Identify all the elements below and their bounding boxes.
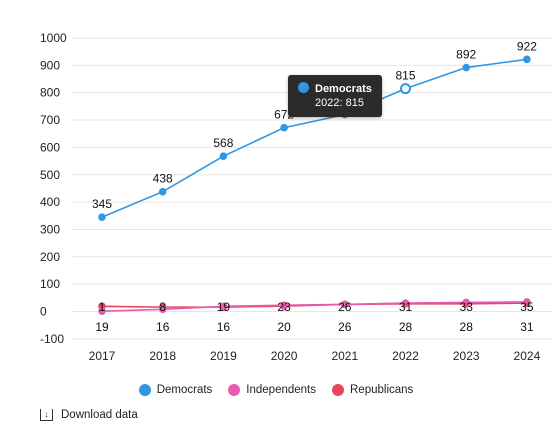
- legend-dot-independents: [228, 384, 241, 396]
- x-tick-label: 2018: [149, 349, 176, 363]
- x-tick-label: 2017: [89, 349, 116, 363]
- data-label-republicans: 20: [277, 320, 291, 334]
- data-label-independents: 8: [159, 300, 166, 314]
- download-icon: ↓: [40, 409, 53, 421]
- series-line-democrats: [101, 58, 528, 218]
- line-chart: 10009008007006005004003002001000-1002017…: [40, 31, 552, 363]
- y-tick-label: 500: [40, 168, 60, 182]
- data-label-republicans: 19: [95, 320, 109, 334]
- data-point-independents: [341, 300, 349, 309]
- data-point-democrats: [158, 187, 167, 196]
- y-tick-label: 400: [40, 195, 60, 209]
- data-point-independents: [401, 299, 410, 307]
- legend-label-republicans: Republicans: [350, 384, 414, 396]
- y-tick-label: 100: [40, 277, 60, 291]
- data-label-independents: 35: [520, 300, 534, 314]
- x-tick-label: 2023: [453, 349, 480, 363]
- y-tick-label: 700: [40, 113, 60, 127]
- legend-item-independents[interactable]: Independents: [228, 384, 316, 396]
- data-label-independents: 23: [277, 300, 291, 314]
- data-point-independents: [98, 307, 106, 316]
- legend-item-democrats[interactable]: Democrats: [138, 384, 213, 396]
- data-point-democrats: [280, 123, 288, 132]
- download-data-button[interactable]: ↓ Download data: [40, 409, 138, 421]
- series-line-independents: [101, 301, 527, 313]
- data-label-republicans: 16: [156, 320, 170, 334]
- legend-dot-democrats: [138, 384, 151, 396]
- tooltip-series-dot: [298, 82, 309, 93]
- data-point-democrats: [400, 83, 411, 95]
- x-tick-label: 2020: [271, 349, 298, 363]
- legend-label-democrats: Democrats: [156, 384, 213, 396]
- y-tick-label: 1000: [40, 31, 67, 45]
- download-data-label: Download data: [61, 409, 138, 421]
- x-tick-label: 2022: [392, 349, 419, 363]
- tooltip-value: 2022: 815: [315, 97, 364, 109]
- y-tick-label: 600: [40, 140, 60, 154]
- data-point-independents: [219, 302, 228, 311]
- data-label-independents: 19: [217, 300, 231, 314]
- chart-area: 1000 900 800 700 600 500 400 300 200 100 0 -100 2017…: [40, 31, 552, 363]
- y-tick-label: 900: [40, 58, 60, 72]
- data-label-democrats: 815: [395, 69, 415, 83]
- data-label-republicans: 16: [217, 320, 231, 334]
- legend-label-independents: Independents: [246, 384, 316, 396]
- data-point-independents: [158, 305, 167, 314]
- chart-legend: Democrats Independents Republicans: [0, 384, 552, 396]
- data-label-independents: 1: [99, 300, 106, 314]
- data-point-independents: [523, 298, 531, 306]
- data-label-independents: 26: [338, 300, 352, 314]
- data-label-republicans: 28: [399, 320, 413, 334]
- data-label-independents: 33: [460, 300, 474, 314]
- data-label-democrats: 438: [153, 172, 173, 186]
- y-tick-label: -100: [40, 332, 64, 346]
- data-label-republicans: 26: [338, 320, 352, 334]
- data-label-democrats: 892: [456, 48, 476, 62]
- data-point-democrats: [219, 152, 228, 160]
- x-tick-label: 2019: [210, 349, 237, 363]
- y-tick-label: 0: [40, 305, 47, 319]
- data-label-democrats: 568: [213, 136, 233, 150]
- legend-dot-republicans: [332, 384, 344, 396]
- data-point-democrats: [98, 213, 106, 221]
- y-tick-label: 300: [40, 222, 60, 236]
- data-label-democrats: 922: [517, 39, 537, 53]
- y-tick-label: 200: [40, 250, 60, 264]
- data-label-republicans: 28: [460, 320, 474, 334]
- data-label-democrats: 345: [92, 197, 112, 211]
- data-point-democrats: [462, 63, 471, 72]
- data-label-republicans: 31: [520, 320, 534, 334]
- y-tick-label: 800: [40, 86, 60, 100]
- x-tick-label: 2021: [331, 349, 358, 363]
- tooltip-series-name: Democrats: [315, 83, 372, 95]
- data-label-independents: 31: [399, 300, 413, 314]
- x-tick-label: 2024: [514, 349, 541, 363]
- data-point-independents: [462, 298, 471, 307]
- chart-tooltip: Democrats 2022: 815: [288, 75, 382, 117]
- data-point-democrats: [523, 55, 531, 64]
- legend-item-republicans[interactable]: Republicans: [332, 384, 413, 396]
- data-point-independents: [280, 301, 288, 310]
